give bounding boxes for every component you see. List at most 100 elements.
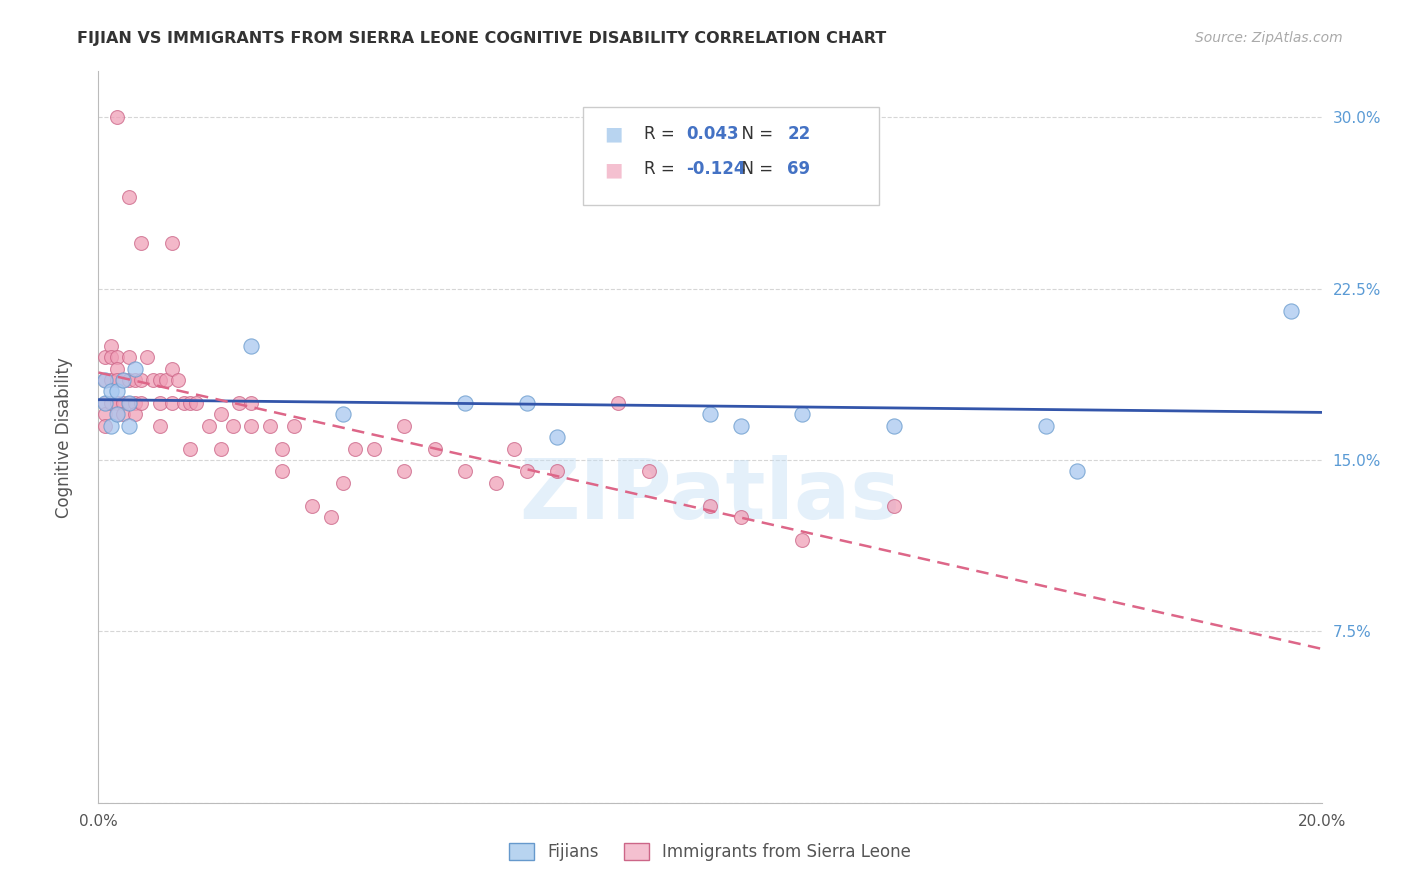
Text: Source: ZipAtlas.com: Source: ZipAtlas.com	[1195, 31, 1343, 45]
Point	[179, 396, 201, 410]
Text: N =: N =	[731, 161, 779, 178]
Point	[270, 442, 292, 456]
Point	[637, 464, 661, 478]
Point	[93, 373, 115, 387]
Point	[105, 396, 128, 410]
Point	[197, 418, 219, 433]
Legend: Fijians, Immigrants from Sierra Leone: Fijians, Immigrants from Sierra Leone	[502, 836, 918, 868]
Point	[129, 373, 152, 387]
Text: 0.043: 0.043	[686, 125, 738, 143]
Point	[93, 407, 115, 421]
Point	[111, 396, 134, 410]
Point	[93, 396, 115, 410]
Point	[100, 338, 122, 352]
Point	[93, 350, 115, 364]
Point	[105, 110, 128, 124]
Text: ZIPatlas: ZIPatlas	[520, 455, 900, 536]
Point	[142, 373, 165, 387]
Point	[454, 396, 477, 410]
Point	[136, 350, 159, 364]
Point	[111, 373, 134, 387]
Point	[228, 396, 250, 410]
Y-axis label: Cognitive Disability: Cognitive Disability	[55, 357, 73, 517]
Point	[209, 407, 232, 421]
Point	[93, 396, 115, 410]
Point	[607, 396, 630, 410]
Point	[344, 442, 367, 456]
Point	[173, 396, 195, 410]
Text: -0.124: -0.124	[686, 161, 745, 178]
Point	[124, 373, 146, 387]
Text: R =: R =	[644, 125, 681, 143]
Point	[283, 418, 305, 433]
Point	[319, 510, 342, 524]
Point	[516, 464, 538, 478]
Point	[186, 396, 208, 410]
Point	[730, 510, 752, 524]
Point	[270, 464, 292, 478]
Point	[118, 396, 141, 410]
Point	[699, 407, 721, 421]
Point	[392, 464, 416, 478]
Point	[105, 361, 128, 376]
Point	[240, 396, 263, 410]
Point	[730, 418, 752, 433]
Point	[111, 373, 134, 387]
Point	[454, 464, 477, 478]
Point	[118, 190, 141, 204]
Text: 22: 22	[787, 125, 811, 143]
Point	[105, 407, 128, 421]
Point	[118, 373, 141, 387]
Point	[240, 418, 263, 433]
Point	[129, 235, 152, 250]
Text: ■: ■	[605, 124, 623, 144]
Point	[516, 396, 538, 410]
Point	[883, 418, 905, 433]
Text: 69: 69	[787, 161, 810, 178]
Point	[149, 418, 172, 433]
Point	[124, 396, 146, 410]
Point	[363, 442, 385, 456]
Point	[149, 396, 172, 410]
Point	[883, 499, 905, 513]
Point	[546, 430, 568, 444]
Point	[100, 350, 122, 364]
Point	[167, 373, 190, 387]
Point	[105, 373, 128, 387]
Point	[1066, 464, 1088, 478]
Point	[160, 396, 183, 410]
Point	[301, 499, 323, 513]
Point	[699, 499, 721, 513]
Point	[503, 442, 526, 456]
Point	[105, 350, 128, 364]
Point	[118, 418, 141, 433]
Point	[222, 418, 245, 433]
Point	[118, 350, 141, 364]
Text: FIJIAN VS IMMIGRANTS FROM SIERRA LEONE COGNITIVE DISABILITY CORRELATION CHART: FIJIAN VS IMMIGRANTS FROM SIERRA LEONE C…	[77, 31, 887, 46]
Point	[100, 396, 122, 410]
Point	[332, 475, 354, 490]
Point	[118, 396, 141, 410]
Point	[790, 407, 813, 421]
Text: R =: R =	[644, 161, 681, 178]
Point	[160, 361, 183, 376]
Point	[1035, 418, 1057, 433]
Point	[149, 373, 172, 387]
Point	[423, 442, 446, 456]
Point	[485, 475, 508, 490]
Point	[129, 396, 152, 410]
Point	[392, 418, 416, 433]
Point	[155, 373, 177, 387]
Point	[93, 418, 115, 433]
Point	[111, 407, 134, 421]
Point	[240, 338, 263, 352]
Point	[179, 442, 201, 456]
Point	[100, 384, 122, 399]
Point	[332, 407, 354, 421]
Point	[209, 442, 232, 456]
Point	[93, 373, 115, 387]
Point	[790, 533, 813, 547]
Point	[105, 407, 128, 421]
Text: ■: ■	[605, 160, 623, 179]
Text: N =: N =	[731, 125, 779, 143]
